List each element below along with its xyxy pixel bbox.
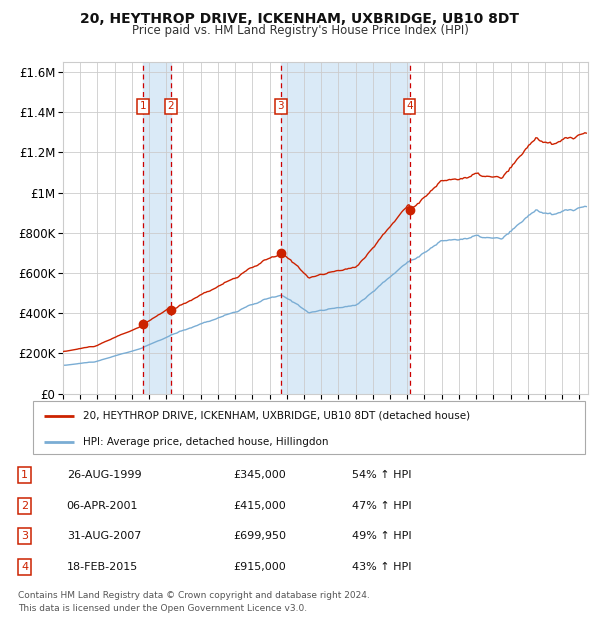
Text: £415,000: £415,000 [234,501,287,511]
Text: 4: 4 [406,101,413,111]
Text: 47% ↑ HPI: 47% ↑ HPI [352,501,412,511]
Bar [143,62,171,394]
Text: 1: 1 [21,471,28,480]
Text: 54% ↑ HPI: 54% ↑ HPI [352,471,412,480]
Text: Contains HM Land Registry data © Crown copyright and database right 2024.: Contains HM Land Registry data © Crown c… [18,591,370,600]
Text: 3: 3 [21,531,28,541]
Text: HPI: Average price, detached house, Hillingdon: HPI: Average price, detached house, Hill… [83,437,328,447]
Text: This data is licensed under the Open Government Licence v3.0.: This data is licensed under the Open Gov… [18,603,307,613]
Text: 2: 2 [167,101,174,111]
Text: 3: 3 [278,101,284,111]
Bar [281,62,409,394]
Text: 18-FEB-2015: 18-FEB-2015 [67,562,138,572]
Text: 43% ↑ HPI: 43% ↑ HPI [352,562,412,572]
Text: 2: 2 [21,501,28,511]
Text: 26-AUG-1999: 26-AUG-1999 [67,471,142,480]
FancyBboxPatch shape [33,401,585,454]
Text: 31-AUG-2007: 31-AUG-2007 [67,531,141,541]
Text: £699,950: £699,950 [234,531,287,541]
Text: 49% ↑ HPI: 49% ↑ HPI [352,531,412,541]
Text: Price paid vs. HM Land Registry's House Price Index (HPI): Price paid vs. HM Land Registry's House … [131,24,469,37]
Text: 1: 1 [140,101,146,111]
Text: £915,000: £915,000 [234,562,287,572]
Text: £345,000: £345,000 [234,471,287,480]
Text: 4: 4 [21,562,28,572]
Text: 20, HEYTHROP DRIVE, ICKENHAM, UXBRIDGE, UB10 8DT (detached house): 20, HEYTHROP DRIVE, ICKENHAM, UXBRIDGE, … [83,411,470,421]
Text: 20, HEYTHROP DRIVE, ICKENHAM, UXBRIDGE, UB10 8DT: 20, HEYTHROP DRIVE, ICKENHAM, UXBRIDGE, … [80,12,520,27]
Text: 06-APR-2001: 06-APR-2001 [67,501,138,511]
